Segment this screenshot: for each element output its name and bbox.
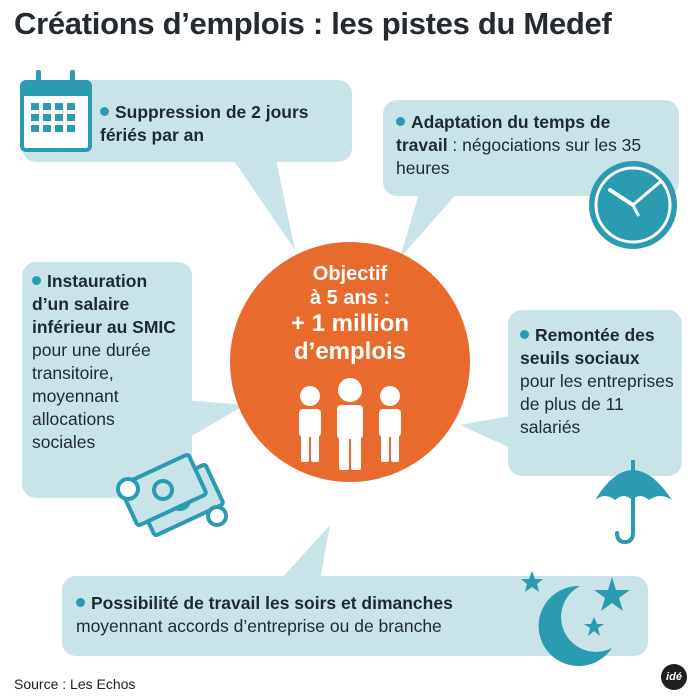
item-soirs-dimanches-bold: Possibilité de travail les soirs et dima… [91, 593, 453, 613]
item-temps-travail: Adaptation du temps de travail : négocia… [396, 111, 646, 180]
item-temps-travail-rest: : négociations sur les 35 heures [396, 135, 642, 178]
bullet-icon [100, 107, 109, 116]
item-seuils: Remontée des seuils sociaux pour les ent… [520, 324, 678, 439]
page-title: Créations d’emplois : les pistes du Mede… [14, 6, 612, 41]
objective-text: Objectif à 5 ans : + 1 million d’emplois [262, 262, 438, 366]
money-icon [116, 452, 228, 538]
bullet-icon [76, 598, 85, 607]
clock-icon [589, 161, 677, 249]
bubble-soirs-dimanches [62, 525, 648, 656]
calendar-icon [20, 70, 92, 152]
people-icon [299, 378, 401, 470]
item-seuils-bold: Remontée des seuils sociaux [520, 325, 655, 368]
item-salaire-rest: pour une durée transitoire, moyennant al… [32, 340, 151, 452]
umbrella-icon [595, 460, 672, 545]
objective-circle [230, 242, 470, 482]
objective-line-3: + 1 million [290, 310, 410, 337]
item-salaire-bold: Instauration d’un salaire inférieur au S… [32, 271, 176, 337]
bullet-icon [32, 276, 41, 285]
item-jours-feries-bold: Suppression de 2 jours fériés par an [100, 102, 309, 145]
objective-line-4: d’emplois [293, 338, 407, 365]
item-jours-feries: Suppression de 2 jours fériés par an [100, 101, 345, 147]
ide-logo: idé [661, 664, 687, 690]
item-salaire: Instauration d’un salaire inférieur au S… [32, 270, 182, 454]
bullet-icon [396, 117, 405, 126]
moon-stars-icon [521, 571, 630, 666]
source-credit: Source : Les Echos [14, 676, 136, 692]
bubble-jours-feries [22, 80, 352, 250]
item-soirs-dimanches: Possibilité de travail les soirs et dima… [76, 592, 536, 638]
item-soirs-dimanches-rest: moyennant accords d’entreprise ou de bra… [76, 616, 442, 636]
bubble-seuils [460, 310, 682, 476]
bubble-salaire [22, 262, 245, 498]
objective-line-2: à 5 ans : [309, 287, 391, 309]
item-seuils-rest: pour les entreprises de plus de 11 salar… [520, 371, 674, 437]
objective-line-1: Objectif [312, 263, 388, 285]
bullet-icon [520, 330, 529, 339]
item-temps-travail-bold: Adaptation du temps de travail [396, 112, 611, 155]
